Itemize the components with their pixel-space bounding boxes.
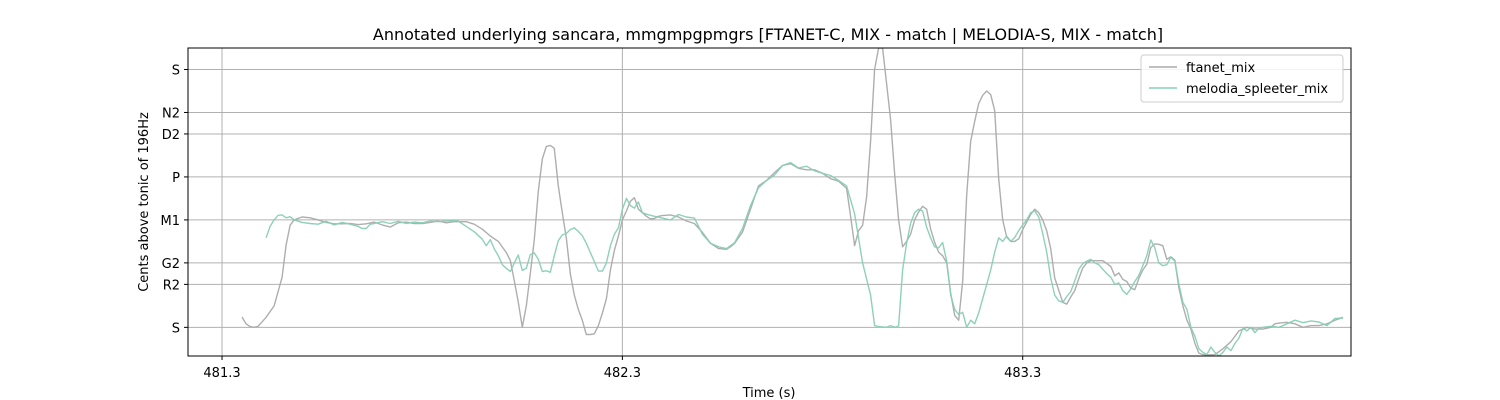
plot-area — [241, 48, 1344, 356]
x-tick-label: 483.3 — [1004, 366, 1041, 381]
series-line-ftanet-mix — [241, 48, 1344, 356]
y-tick-label: S — [172, 321, 180, 336]
x-tick-label: 482.3 — [604, 366, 641, 381]
y-tick-label: R2 — [163, 278, 180, 293]
legend-label-melodia-spleeter-mix: melodia_spleeter_mix — [1186, 82, 1328, 97]
y-tick-label: M1 — [161, 214, 181, 229]
x-axis: 481.3 482.3 483.3 — [203, 356, 1041, 381]
series-line-melodia-spleeter-mix — [265, 161, 1344, 356]
y-axis-label: Cents above tonic of 196Hz — [137, 112, 152, 292]
y-axis: S R2 G2 M1 P D2 N2 S — [161, 63, 188, 336]
legend-label-ftanet-mix: ftanet_mix — [1186, 61, 1256, 76]
y-tick-label: G2 — [162, 257, 180, 272]
y-tick-label: S — [172, 63, 180, 78]
y-tick-label: N2 — [162, 106, 180, 121]
y-tick-label: P — [172, 171, 180, 186]
chart-title: Annotated underlying sancara, mmgmpgpmgr… — [373, 25, 1163, 44]
grid — [188, 48, 1351, 356]
y-tick-label: D2 — [162, 128, 180, 143]
legend: ftanet_mix melodia_spleeter_mix — [1140, 54, 1344, 103]
legend-box — [1140, 54, 1344, 103]
x-axis-label: Time (s) — [742, 386, 796, 400]
axes-frame — [187, 47, 1352, 357]
x-tick-label: 481.3 — [203, 366, 240, 381]
